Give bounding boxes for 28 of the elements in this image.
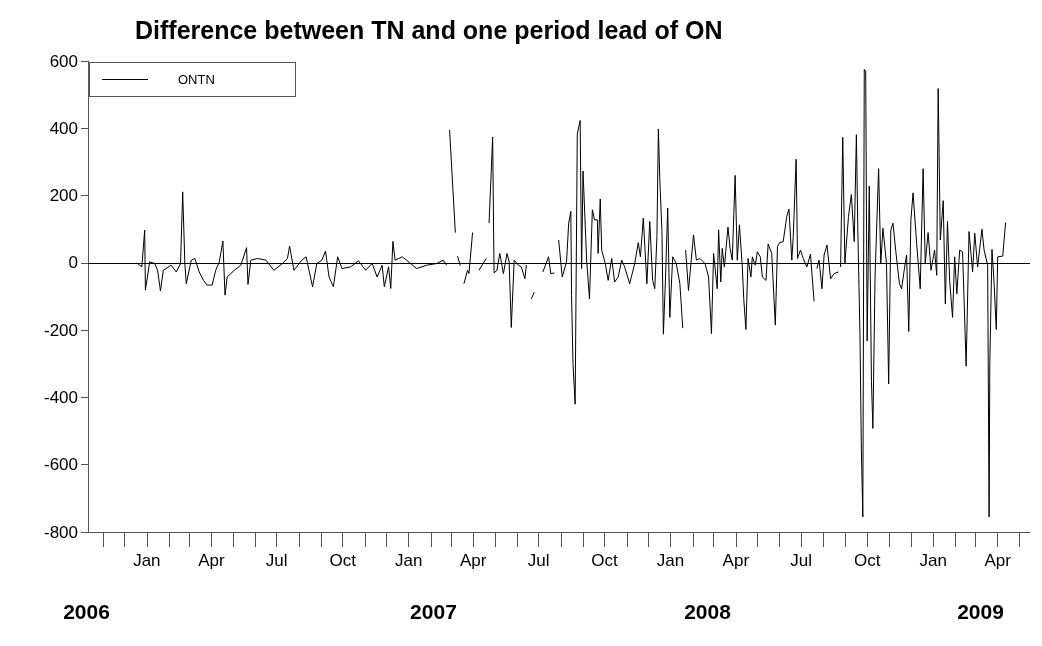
x-tick-label: Jan bbox=[394, 551, 423, 570]
text: 2006 bbox=[63, 600, 110, 624]
x-tick-label: Jul bbox=[527, 551, 550, 570]
x-tick-label: Apr bbox=[984, 551, 1012, 570]
x-tick-label: Oct bbox=[591, 551, 619, 570]
legend-label: ONTN bbox=[178, 72, 215, 87]
y-tick-label: -200 bbox=[43, 320, 78, 340]
y-tick-label: -800 bbox=[43, 522, 78, 542]
x-tick-label: Jan bbox=[656, 551, 685, 570]
y-tick-label: 600 bbox=[49, 51, 78, 71]
text: 2008 bbox=[684, 600, 731, 624]
x-tick-label: Jul bbox=[265, 551, 288, 570]
y-tick-label: -400 bbox=[43, 387, 78, 407]
chart-title: Difference between TN and one period lead of ON bbox=[135, 15, 723, 44]
x-tick-label: Apr bbox=[198, 551, 225, 570]
x-tick-label: Jan bbox=[919, 551, 947, 570]
x-tick-label: Apr bbox=[722, 551, 750, 570]
text: 2009 bbox=[957, 600, 1004, 624]
x-tick-label: Oct bbox=[329, 551, 357, 570]
x-tick-label: Jul bbox=[790, 551, 812, 570]
y-tick-label: 0 bbox=[68, 253, 78, 273]
y-tick-label: 400 bbox=[49, 118, 78, 138]
text: 2007 bbox=[410, 600, 457, 624]
x-tick-label: Apr bbox=[460, 551, 487, 570]
y-tick-label: -600 bbox=[43, 455, 78, 475]
x-tick-label: Oct bbox=[853, 551, 881, 570]
x-tick-label: Jan bbox=[133, 551, 161, 570]
y-tick-label: 200 bbox=[49, 186, 78, 206]
